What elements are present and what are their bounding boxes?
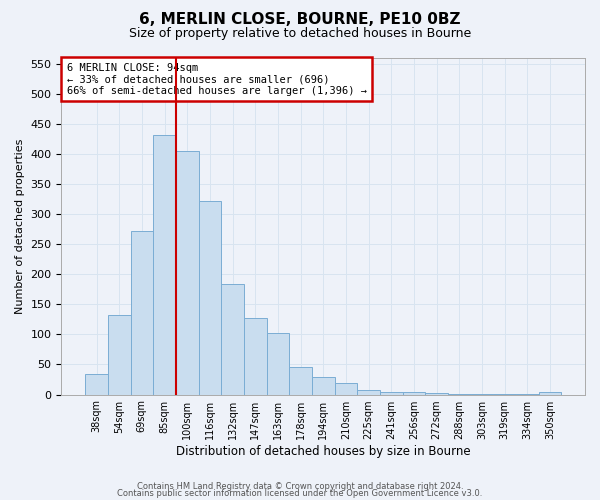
Bar bbox=[199, 201, 221, 394]
Bar bbox=[266, 332, 289, 394]
Bar bbox=[108, 314, 131, 394]
Bar bbox=[85, 374, 108, 394]
Bar bbox=[403, 392, 425, 394]
Bar bbox=[176, 151, 199, 394]
Y-axis label: Number of detached properties: Number of detached properties bbox=[15, 138, 25, 314]
Text: Contains public sector information licensed under the Open Government Licence v3: Contains public sector information licen… bbox=[118, 490, 482, 498]
Bar bbox=[380, 392, 403, 394]
Bar bbox=[153, 134, 176, 394]
Bar bbox=[289, 368, 312, 394]
Bar bbox=[539, 392, 561, 394]
Text: 6 MERLIN CLOSE: 94sqm
← 33% of detached houses are smaller (696)
66% of semi-det: 6 MERLIN CLOSE: 94sqm ← 33% of detached … bbox=[67, 62, 367, 96]
Text: Contains HM Land Registry data © Crown copyright and database right 2024.: Contains HM Land Registry data © Crown c… bbox=[137, 482, 463, 491]
Bar bbox=[312, 376, 335, 394]
Bar bbox=[221, 284, 244, 395]
Text: Size of property relative to detached houses in Bourne: Size of property relative to detached ho… bbox=[129, 28, 471, 40]
Bar bbox=[335, 383, 357, 394]
X-axis label: Distribution of detached houses by size in Bourne: Distribution of detached houses by size … bbox=[176, 444, 470, 458]
Bar bbox=[131, 231, 153, 394]
Text: 6, MERLIN CLOSE, BOURNE, PE10 0BZ: 6, MERLIN CLOSE, BOURNE, PE10 0BZ bbox=[139, 12, 461, 28]
Bar bbox=[357, 390, 380, 394]
Bar bbox=[244, 318, 266, 394]
